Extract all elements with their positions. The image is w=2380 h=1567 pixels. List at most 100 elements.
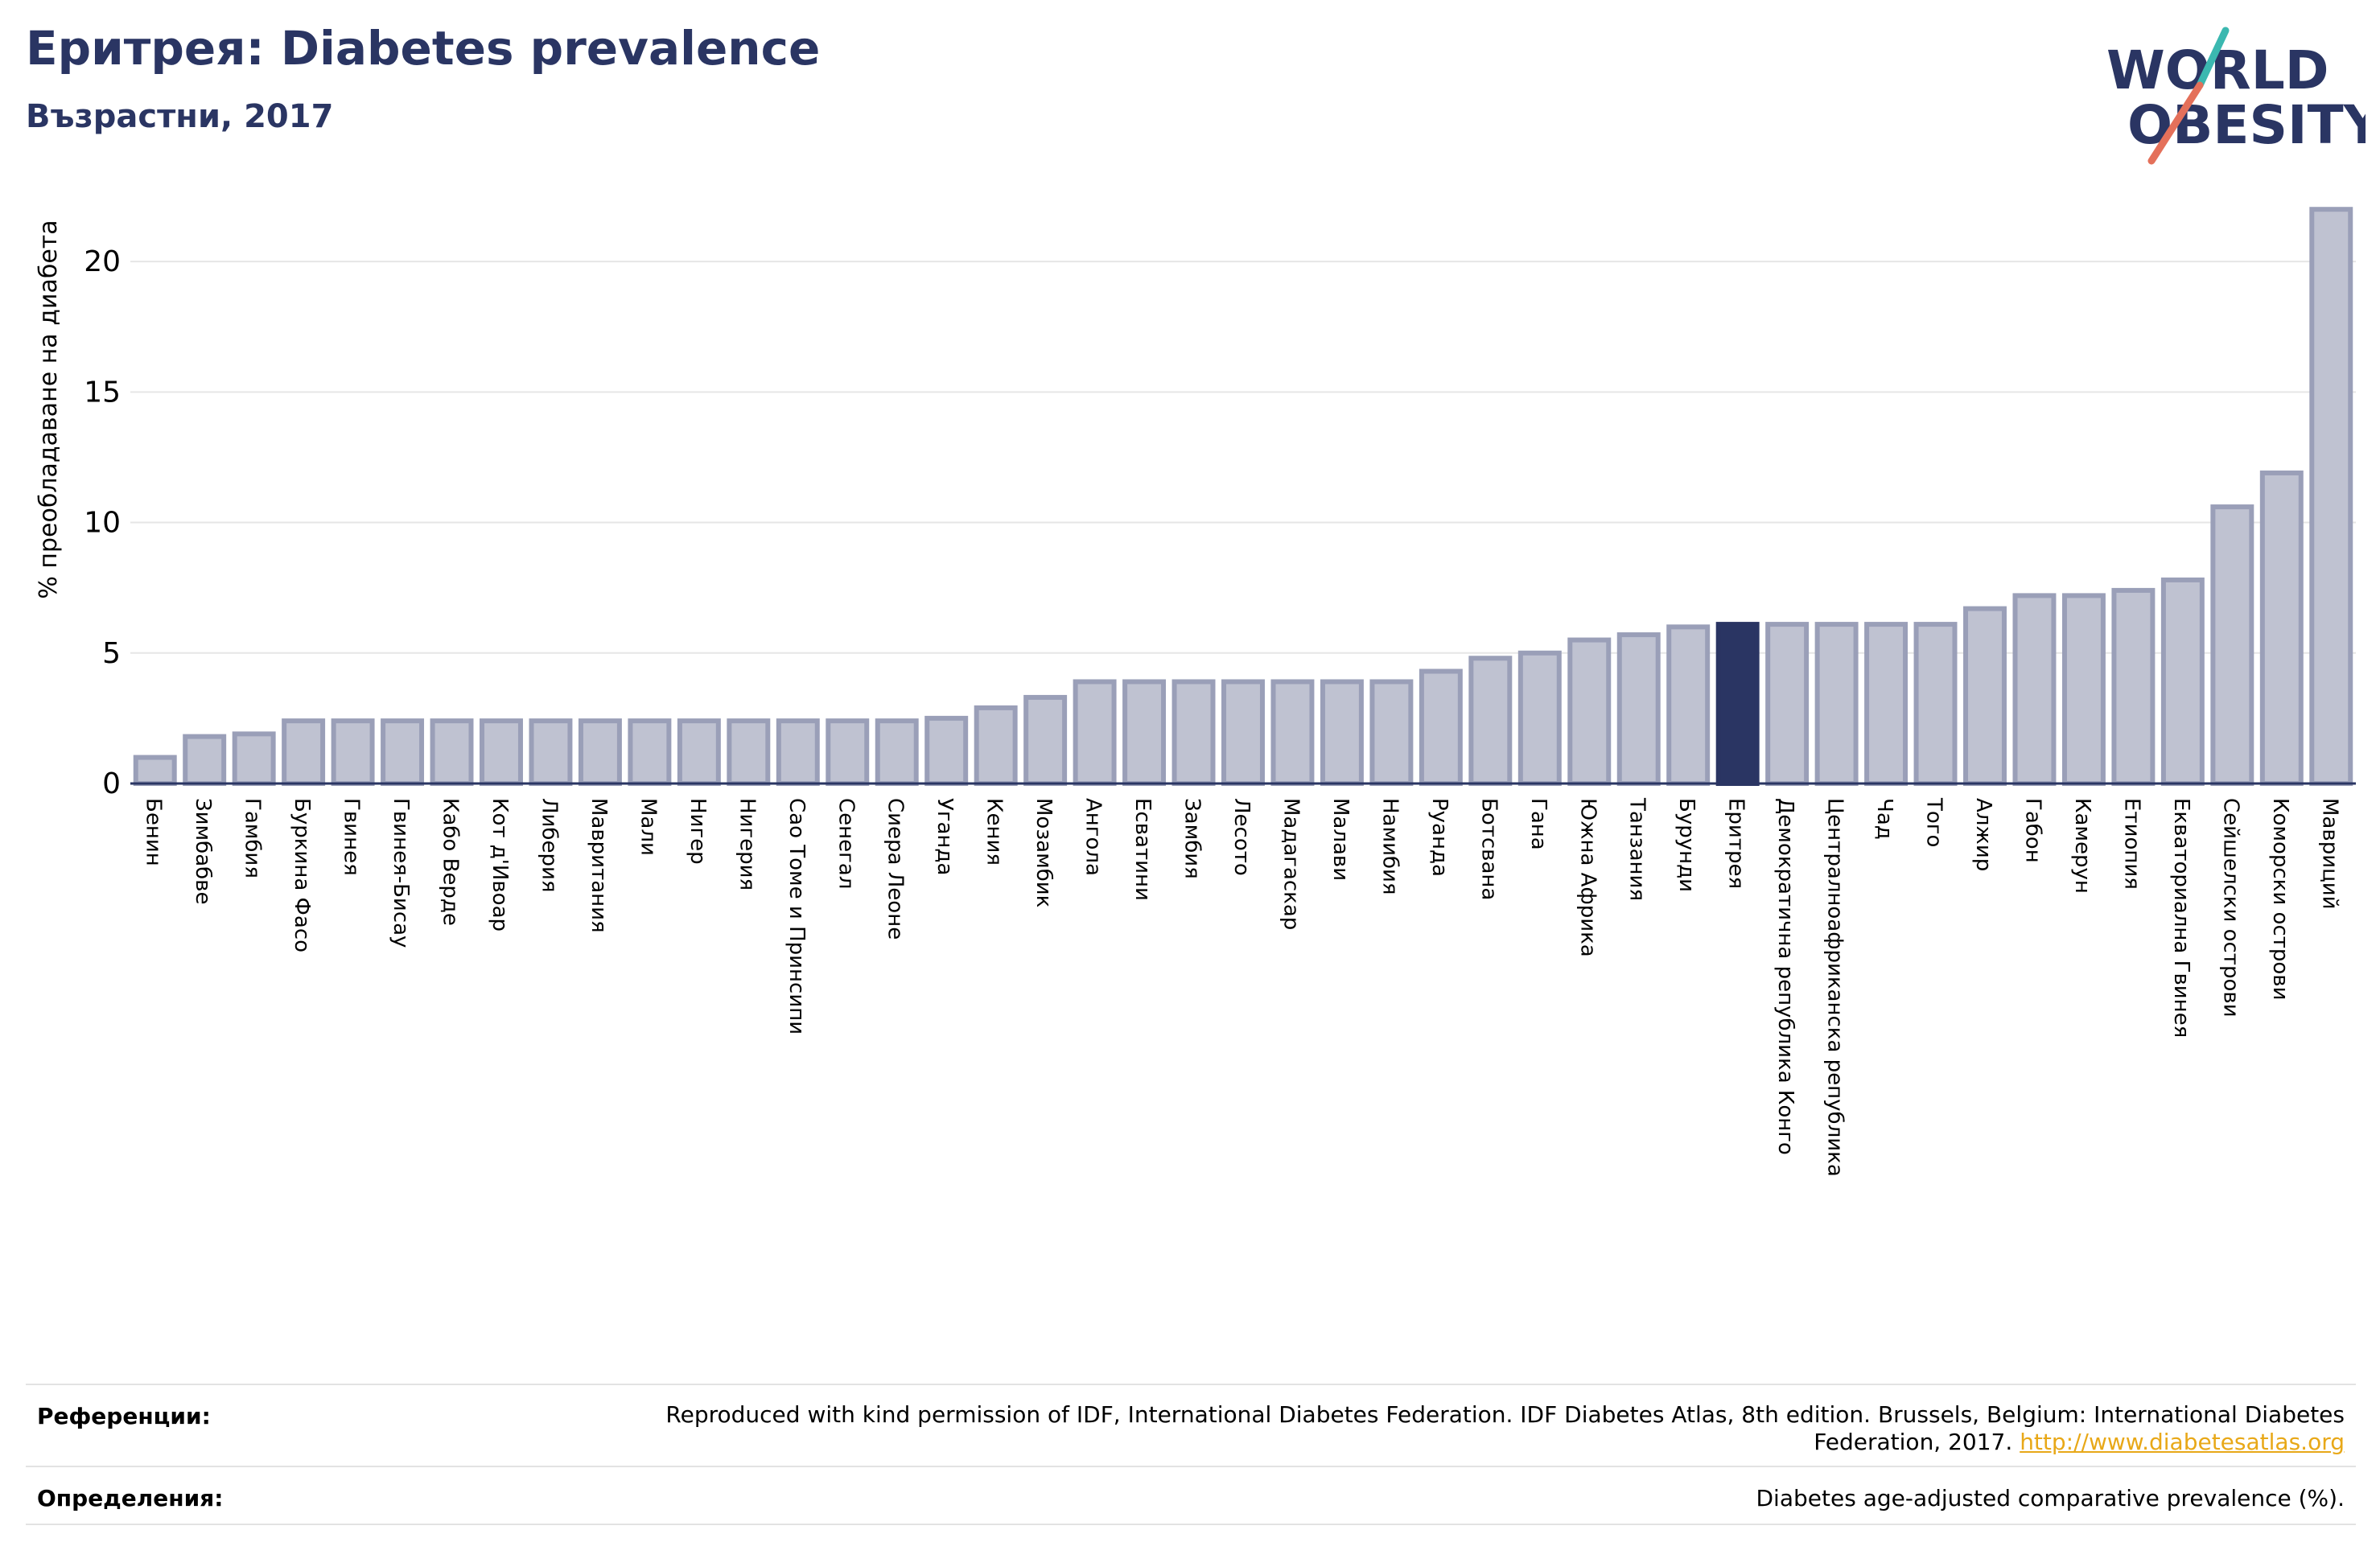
references-label: Референции: bbox=[37, 1403, 211, 1429]
x-tick-label: Мадагаскар bbox=[1279, 798, 1303, 930]
x-tick-label: Гана bbox=[1526, 798, 1550, 850]
bar-24 bbox=[1270, 679, 1315, 787]
x-tick-label: Централноафриканска република bbox=[1823, 798, 1847, 1177]
bar-12 bbox=[677, 718, 721, 787]
bar-45 bbox=[2309, 207, 2353, 786]
bar-13 bbox=[727, 718, 771, 787]
bar-6 bbox=[381, 718, 425, 787]
bar-1 bbox=[133, 755, 177, 786]
footer-divider-top bbox=[26, 1384, 2356, 1385]
references-link[interactable]: http://www.diabetesatlas.org bbox=[2020, 1429, 2345, 1455]
bars bbox=[133, 207, 2353, 787]
bar-31 bbox=[1616, 632, 1661, 786]
x-tick-label: Кот д'Ивоар bbox=[488, 798, 512, 932]
bar-22 bbox=[1171, 679, 1216, 787]
bar-4 bbox=[282, 718, 326, 787]
x-tick-label: Коморски острови bbox=[2268, 798, 2292, 1001]
x-tick-label: Того bbox=[1922, 797, 1946, 847]
x-tick-label: Сао Томе и Принсипи bbox=[784, 798, 809, 1034]
bar-17 bbox=[924, 715, 969, 787]
x-axis-labels: Бенин Зимбабве Гамбия Буркина Фасо Гвинея Гви… bbox=[142, 797, 2342, 1177]
x-tick-label: Алжир bbox=[1971, 798, 1995, 871]
logo-word-obesity: OBESITY bbox=[2127, 94, 2366, 156]
x-tick-label: Кабо Верде bbox=[439, 798, 463, 926]
bar-18 bbox=[974, 705, 1018, 787]
x-tick-label: Танзания bbox=[1625, 797, 1649, 901]
x-tick-label: Есватини bbox=[1130, 798, 1155, 901]
bar-19 bbox=[1023, 694, 1068, 787]
x-tick-label: Ангола bbox=[1081, 798, 1106, 876]
bar-32 bbox=[1666, 624, 1711, 786]
bar-44 bbox=[2259, 470, 2304, 787]
y-axis-ticks: 0 5 10 15 20 bbox=[84, 245, 121, 800]
x-tick-label: Малави bbox=[1328, 798, 1353, 881]
bar-chart: 0 5 10 15 20 Бенин Зимбабве Гамбия Буркина Фасо… bbox=[35, 207, 2356, 1177]
x-tick-label: Южна Африка bbox=[1575, 798, 1600, 957]
x-tick-label: Сейшелски острови bbox=[2218, 798, 2242, 1018]
bar-8 bbox=[480, 718, 523, 787]
x-tick-label: Сенегал bbox=[834, 798, 858, 889]
y-tick-label: 10 bbox=[84, 507, 121, 540]
bar-41 bbox=[2111, 587, 2156, 787]
y-tick-label: 15 bbox=[84, 376, 121, 409]
x-tick-label: Руанда bbox=[1427, 798, 1451, 877]
x-tick-label: Либерия bbox=[537, 798, 561, 893]
x-tick-label: Нигерия bbox=[735, 798, 759, 890]
bar-27 bbox=[1419, 668, 1463, 786]
x-tick-label: Бенин bbox=[142, 798, 166, 866]
footer-divider-middle bbox=[26, 1466, 2356, 1467]
bar-28 bbox=[1468, 656, 1513, 786]
x-tick-label: Замбия bbox=[1180, 798, 1204, 879]
bar-33 bbox=[1715, 622, 1760, 786]
bar-15 bbox=[826, 718, 870, 787]
x-tick-label: Габон bbox=[2020, 798, 2044, 863]
y-tick-label: 0 bbox=[102, 767, 121, 800]
x-tick-label: Гамбия bbox=[241, 798, 265, 878]
bar-21 bbox=[1122, 679, 1167, 787]
x-tick-label: Гвинея bbox=[340, 798, 364, 876]
bar-11 bbox=[628, 718, 672, 787]
x-tick-label: Камерун bbox=[2070, 798, 2094, 894]
y-tick-label: 5 bbox=[102, 637, 121, 670]
x-tick-label: Нигер bbox=[686, 798, 710, 865]
bar-43 bbox=[2210, 504, 2254, 786]
x-tick-label: Мавриций bbox=[2317, 798, 2341, 910]
bar-29 bbox=[1517, 650, 1562, 786]
x-tick-label: Лесото bbox=[1229, 798, 1254, 876]
bar-40 bbox=[2061, 593, 2106, 787]
bar-7 bbox=[430, 718, 474, 787]
x-tick-label: Мали bbox=[636, 798, 660, 856]
y-tick-label: 20 bbox=[84, 245, 121, 278]
bar-23 bbox=[1221, 679, 1265, 787]
x-tick-label: Намибия bbox=[1377, 798, 1402, 895]
bar-37 bbox=[1913, 622, 1958, 786]
references-text: Reproduced with kind permission of IDF, … bbox=[574, 1401, 2345, 1456]
x-tick-label: Мозамбик bbox=[1031, 798, 1056, 907]
logo-slash-teal-icon bbox=[2196, 27, 2230, 89]
bar-30 bbox=[1567, 637, 1612, 786]
bar-9 bbox=[529, 718, 573, 787]
x-tick-label: Кения bbox=[982, 798, 1007, 866]
bar-16 bbox=[875, 718, 919, 787]
bar-39 bbox=[2012, 593, 2057, 787]
x-tick-label: Чад bbox=[1872, 798, 1896, 840]
x-tick-label: Ботсвана bbox=[1476, 798, 1501, 900]
chart-subtitle: Възрастни, 2017 bbox=[26, 98, 334, 135]
definitions-text: Diabetes age-adjusted comparative preval… bbox=[1756, 1485, 2345, 1511]
x-tick-label: Гвинея-Бисау bbox=[389, 798, 413, 948]
bar-5 bbox=[331, 718, 375, 787]
bar-38 bbox=[1963, 606, 2007, 786]
bar-20 bbox=[1073, 679, 1117, 787]
y-axis-label: % преобладаване на диабета bbox=[35, 220, 63, 598]
x-tick-label: Еритрея bbox=[1724, 798, 1748, 889]
x-tick-label: Демократична република Конго bbox=[1773, 798, 1797, 1155]
x-tick-label: Уганда bbox=[933, 798, 957, 875]
x-tick-label: Зимбабве bbox=[191, 798, 215, 905]
x-tick-label: Буркина Фасо bbox=[290, 798, 314, 952]
x-tick-label: Екваториална Гвинея bbox=[2169, 798, 2193, 1038]
bar-10 bbox=[578, 718, 622, 787]
x-tick-label: Мавритания bbox=[587, 798, 611, 933]
world-obesity-logo: WORLD OBESITY bbox=[2106, 27, 2366, 165]
footer-divider-bottom bbox=[26, 1524, 2356, 1525]
bar-34 bbox=[1765, 622, 1810, 786]
